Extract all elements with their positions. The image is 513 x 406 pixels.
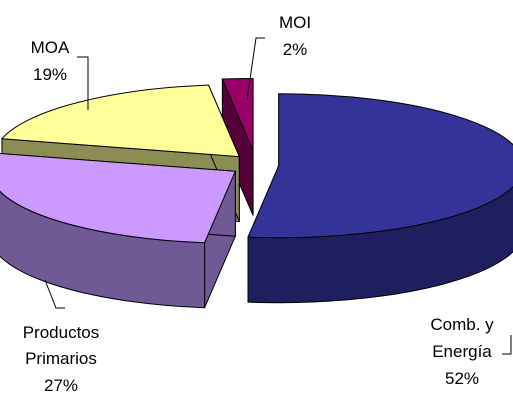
pie-slice-productos <box>0 153 237 309</box>
slice-label-comb-line2: Energía <box>432 342 492 361</box>
pie-slice-comb-top <box>247 93 513 239</box>
pie-slice-moa-top <box>0 84 241 158</box>
pie-slice-comb <box>247 93 513 304</box>
slice-value-productos: 27% <box>44 376 78 395</box>
moi-leader-line <box>246 37 265 101</box>
slice-label-moa: MOA <box>31 38 70 57</box>
pie-layer <box>0 77 513 309</box>
pie-slice-moi-top <box>221 77 254 151</box>
moa-leader-line <box>77 56 89 110</box>
slice-label-comb-line1: Comb. y <box>430 315 494 334</box>
slice-value-comb: 52% <box>445 369 479 388</box>
slice-label-productos-line2: Primarios <box>25 349 97 368</box>
pie-slice-moi <box>221 77 254 216</box>
slice-label-moi: MOI <box>279 13 311 32</box>
productos-leader-line <box>44 279 65 309</box>
slice-value-moa: 19% <box>33 65 67 84</box>
comb-leader-line <box>502 335 512 355</box>
slice-label-productos-line1: Productos <box>23 323 100 342</box>
slice-value-moi: 2% <box>283 40 308 59</box>
pie-slice-productos-top <box>0 153 237 244</box>
